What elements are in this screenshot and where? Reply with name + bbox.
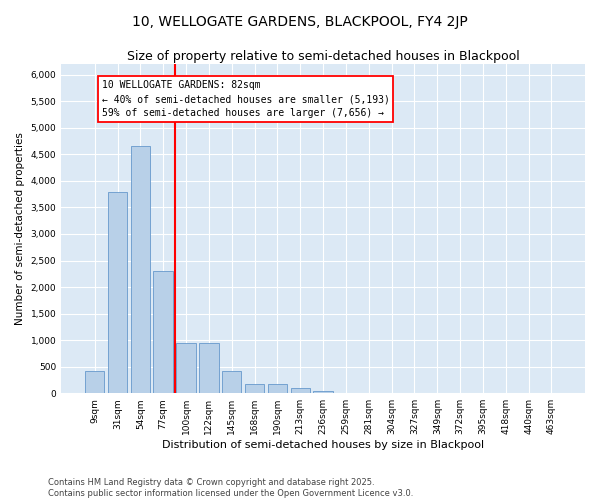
Bar <box>245 384 264 393</box>
Bar <box>199 343 218 393</box>
Text: 10 WELLOGATE GARDENS: 82sqm
← 40% of semi-detached houses are smaller (5,193)
59: 10 WELLOGATE GARDENS: 82sqm ← 40% of sem… <box>101 80 389 118</box>
Text: 10, WELLOGATE GARDENS, BLACKPOOL, FY4 2JP: 10, WELLOGATE GARDENS, BLACKPOOL, FY4 2J… <box>132 15 468 29</box>
Bar <box>176 343 196 393</box>
Bar <box>268 384 287 393</box>
X-axis label: Distribution of semi-detached houses by size in Blackpool: Distribution of semi-detached houses by … <box>162 440 484 450</box>
Bar <box>313 390 333 393</box>
Bar <box>290 388 310 393</box>
Bar <box>131 146 150 393</box>
Title: Size of property relative to semi-detached houses in Blackpool: Size of property relative to semi-detach… <box>127 50 520 63</box>
Y-axis label: Number of semi-detached properties: Number of semi-detached properties <box>15 132 25 325</box>
Bar <box>108 192 127 393</box>
Bar <box>85 371 104 393</box>
Bar <box>222 371 241 393</box>
Text: Contains HM Land Registry data © Crown copyright and database right 2025.
Contai: Contains HM Land Registry data © Crown c… <box>48 478 413 498</box>
Bar <box>154 271 173 393</box>
